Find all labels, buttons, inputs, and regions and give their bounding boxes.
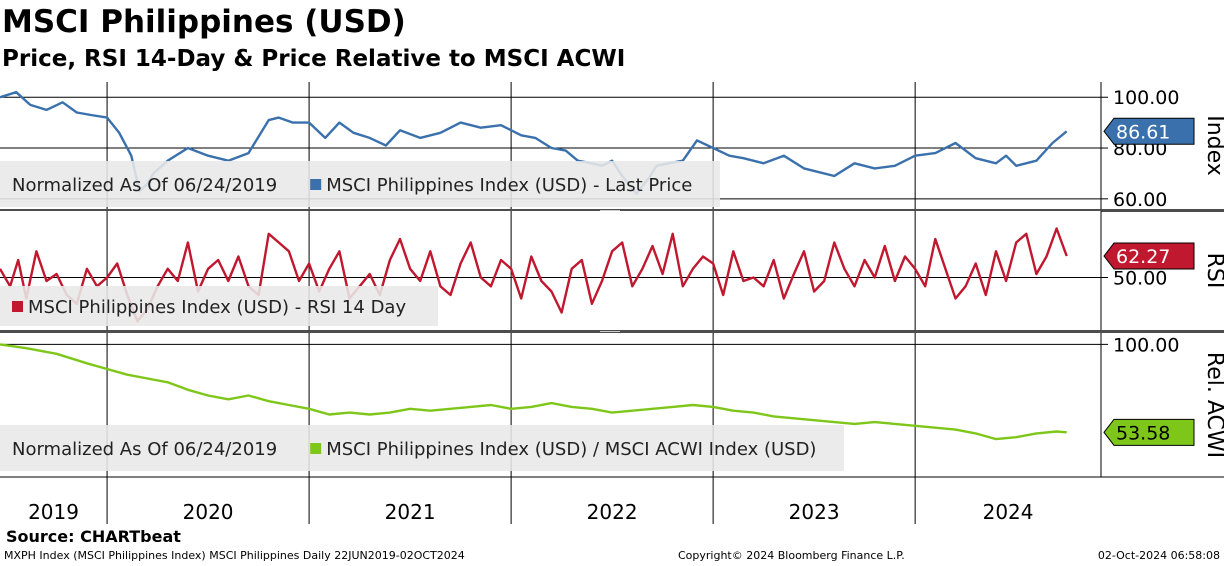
last-value-tag: 62.27 xyxy=(1103,242,1195,270)
legend-background xyxy=(0,425,844,471)
x-axis: 2019 2020 2021 2022 2023 2024 xyxy=(0,476,1224,524)
x-tick-label: 2019 xyxy=(28,500,79,524)
chart-subtitle: Price, RSI 14-Day & Price Relative to MS… xyxy=(2,46,626,72)
legend-label: MSCI Philippines Index (USD) - Last Pric… xyxy=(326,175,692,196)
x-tick-label: 2024 xyxy=(983,500,1034,524)
panel-relative: 100.00 Normalized As Of 06/24/2019 MSCI Ph… xyxy=(0,333,1224,477)
last-value-tag-bg xyxy=(1103,117,1195,145)
footer-timestamp: 02-Oct-2024 06:58:08 xyxy=(1097,549,1220,562)
legend: Normalized As Of 06/24/2019 MSCI Philippi… xyxy=(0,161,720,207)
legend-background xyxy=(0,161,720,207)
y-axis-title: RSI xyxy=(1202,253,1224,289)
y-tick-label: 100.00 xyxy=(1113,87,1179,109)
last-value-label: 53.58 xyxy=(1116,422,1170,444)
x-tick-label: 2020 xyxy=(183,500,234,524)
legend-label: MSCI Philippines Index (USD) / MSCI ACWI… xyxy=(326,439,816,460)
legend-swatch xyxy=(12,301,23,312)
y-axis-title: Index xyxy=(1202,115,1224,176)
legend-prefix: Normalized As Of 06/24/2019 xyxy=(12,439,277,460)
chart-title: MSCI Philippines (USD) xyxy=(2,4,406,40)
legend-prefix: Normalized As Of 06/24/2019 xyxy=(12,175,277,196)
legend-background xyxy=(0,286,438,326)
last-value-tag-bg xyxy=(1103,242,1195,270)
series-line xyxy=(0,343,1067,441)
source-note: Source: CHARTbeat xyxy=(6,527,181,546)
x-tick-label: 2022 xyxy=(587,500,638,524)
legend: MSCI Philippines Index (USD) - RSI 14 Da… xyxy=(0,286,438,326)
last-value-tag: 53.58 xyxy=(1103,418,1195,446)
legend: Normalized As Of 06/24/2019 MSCI Philippi… xyxy=(0,425,844,471)
legend-label: MSCI Philippines Index (USD) - RSI 14 Da… xyxy=(28,297,406,318)
legend-swatch xyxy=(310,443,322,454)
y-tick-label: 60.00 xyxy=(1113,189,1167,211)
footer-copyright: Copyright© 2024 Bloomberg Finance L.P. xyxy=(678,549,905,562)
footer-left: MXPH Index (MSCI Philippines Index) MSCI… xyxy=(4,549,465,562)
y-tick-label: 50.00 xyxy=(1113,268,1167,290)
y-axis-title: Rel. ACWI xyxy=(1202,352,1224,458)
x-tick-label: 2021 xyxy=(385,500,436,524)
x-tick-label: 2023 xyxy=(789,500,840,524)
y-tick-label: 100.00 xyxy=(1113,334,1179,356)
last-value-label: 62.27 xyxy=(1116,246,1170,268)
legend-swatch xyxy=(310,179,322,190)
last-value-label: 86.61 xyxy=(1116,121,1170,143)
last-value-tag-bg xyxy=(1103,418,1195,446)
panel-rsi: 50.00 MSCI Philippines Index (USD) - RSI … xyxy=(0,211,1224,333)
last-value-tag: 86.61 xyxy=(1103,117,1195,145)
series-line xyxy=(0,227,1068,323)
